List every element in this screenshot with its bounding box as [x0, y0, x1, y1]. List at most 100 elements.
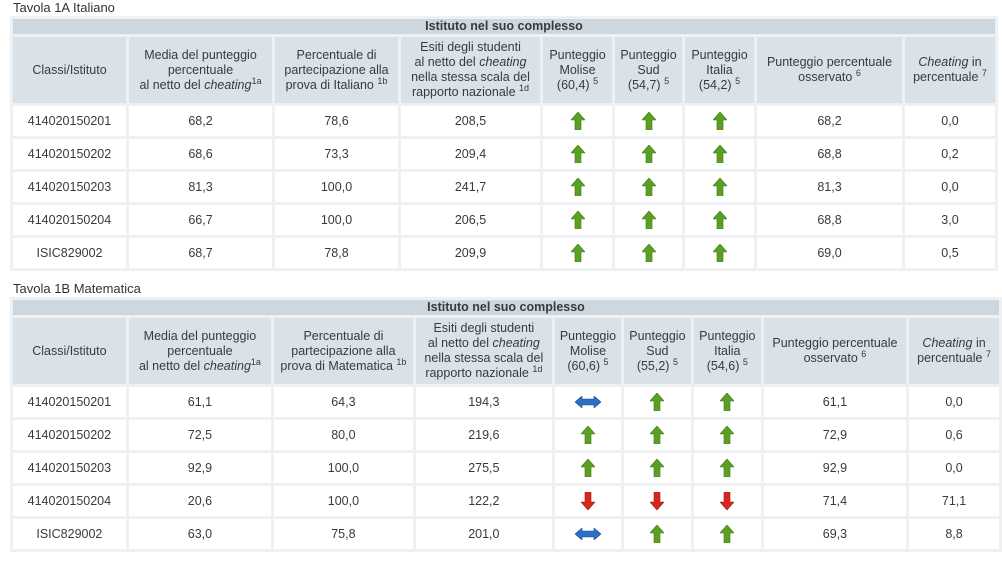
table-row: ISIC829002 63,0 75,8 201,0 69,3 8,8: [13, 519, 999, 549]
cell-osservato: 72,9: [763, 420, 907, 450]
cell-partecipazione: 78,6: [275, 106, 398, 136]
col-header-cheating: Cheating in percentuale 7: [905, 37, 995, 103]
cell-media: 92,9: [128, 453, 272, 483]
arrow-up-green-icon: [685, 205, 754, 235]
cell-classe: 414020150203: [13, 453, 126, 483]
cell-osservato: 92,9: [763, 453, 907, 483]
table-row: 414020150201 68,2 78,6 208,5 68,2 0,0: [13, 106, 995, 136]
cell-esiti: 209,4: [401, 139, 540, 169]
arrow-up-green-icon: [693, 519, 761, 549]
cell-osservato: 61,1: [763, 387, 907, 417]
cell-partecipazione: 80,0: [274, 420, 413, 450]
cell-esiti: 241,7: [401, 172, 540, 202]
col-header-esiti: Esiti degli studenti al netto del cheati…: [415, 318, 553, 384]
cell-partecipazione: 100,0: [275, 205, 398, 235]
cell-partecipazione: 100,0: [274, 486, 413, 516]
cell-classe: 414020150204: [13, 486, 126, 516]
cell-partecipazione: 75,8: [274, 519, 413, 549]
col-header-sud: Punteggio Sud (55,2) 5: [623, 318, 691, 384]
table-row: ISIC829002 68,7 78,8 209,9 69,0 0,5: [13, 238, 995, 268]
arrow-left-right-blue-icon: [555, 519, 621, 549]
cell-esiti: 219,6: [415, 420, 553, 450]
banner-header: Istituto nel suo complesso: [13, 300, 999, 315]
cell-classe: 414020150201: [13, 387, 126, 417]
report-page: Tavola 1A Italiano Istituto nel suo comp…: [10, 0, 1002, 552]
col-header-molise: Punteggio Molise (60,6) 5: [555, 318, 621, 384]
arrow-down-red-icon: [693, 486, 761, 516]
cell-classe: ISIC829002: [13, 519, 126, 549]
arrow-up-green-icon: [543, 205, 612, 235]
cell-osservato: 71,4: [763, 486, 907, 516]
cell-cheating: 0,6: [909, 420, 999, 450]
col-header-italia: Punteggio Italia (54,2) 5: [685, 37, 754, 103]
cell-osservato: 69,3: [763, 519, 907, 549]
arrow-up-green-icon: [693, 387, 761, 417]
col-header-cheating: Cheating in percentuale 7: [909, 318, 999, 384]
arrow-down-red-icon: [623, 486, 691, 516]
arrow-up-green-icon: [615, 172, 682, 202]
col-header-media: Media del punteggio percentuale al netto…: [129, 37, 272, 103]
arrow-up-green-icon: [615, 205, 682, 235]
cell-esiti: 201,0: [415, 519, 553, 549]
results-table-matematica: Istituto nel suo complesso Classi/Istitu…: [10, 297, 1002, 552]
cell-esiti: 208,5: [401, 106, 540, 136]
table-body-italiano: 414020150201 68,2 78,6 208,5 68,2 0,0 41402015…: [13, 106, 995, 268]
cell-classe: 414020150204: [13, 205, 126, 235]
arrow-down-red-icon: [555, 486, 621, 516]
arrow-up-green-icon: [615, 139, 682, 169]
arrow-up-green-icon: [623, 453, 691, 483]
col-header-osservato: Punteggio percentuale osservato 6: [763, 318, 907, 384]
cell-media: 68,6: [129, 139, 272, 169]
col-header-classi: Classi/Istituto: [13, 37, 126, 103]
arrow-up-green-icon: [543, 238, 612, 268]
arrow-up-green-icon: [543, 106, 612, 136]
table-row: 414020150203 81,3 100,0 241,7 81,3 0,0: [13, 172, 995, 202]
cell-esiti: 194,3: [415, 387, 553, 417]
cell-partecipazione: 78,8: [275, 238, 398, 268]
cell-classe: 414020150203: [13, 172, 126, 202]
col-header-italia: Punteggio Italia (54,6) 5: [693, 318, 761, 384]
cell-esiti: 122,2: [415, 486, 553, 516]
cell-cheating: 0,0: [905, 172, 995, 202]
cell-esiti: 209,9: [401, 238, 540, 268]
arrow-up-green-icon: [685, 238, 754, 268]
arrow-up-green-icon: [615, 106, 682, 136]
table-title-italiano: Tavola 1A Italiano: [13, 0, 115, 15]
cell-cheating: 8,8: [909, 519, 999, 549]
cell-partecipazione: 100,0: [274, 453, 413, 483]
cell-classe: ISIC829002: [13, 238, 126, 268]
results-table-italiano: Istituto nel suo complesso Classi/Istitu…: [10, 16, 998, 271]
cell-osservato: 68,8: [757, 205, 902, 235]
cell-osservato: 68,8: [757, 139, 902, 169]
cell-media: 81,3: [129, 172, 272, 202]
col-header-molise: Punteggio Molise (60,4) 5: [543, 37, 612, 103]
cell-esiti: 275,5: [415, 453, 553, 483]
table-title-matematica: Tavola 1B Matematica: [13, 281, 141, 296]
cell-cheating: 71,1: [909, 486, 999, 516]
cell-classe: 414020150202: [13, 139, 126, 169]
cell-partecipazione: 64,3: [274, 387, 413, 417]
arrow-up-green-icon: [623, 420, 691, 450]
col-header-osservato: Punteggio percentuale osservato 6: [757, 37, 902, 103]
arrow-up-green-icon: [693, 453, 761, 483]
table-row: 414020150203 92,9 100,0 275,5 92,9 0,0: [13, 453, 999, 483]
cell-osservato: 68,2: [757, 106, 902, 136]
cell-media: 72,5: [128, 420, 272, 450]
cell-osservato: 81,3: [757, 172, 902, 202]
col-header-classi: Classi/Istituto: [13, 318, 126, 384]
arrow-up-green-icon: [693, 420, 761, 450]
arrow-up-green-icon: [555, 453, 621, 483]
table-body-matematica: 414020150201 61,1 64,3 194,3 61,1 0,0 41402015…: [13, 387, 999, 549]
col-header-partecipazione: Percentuale di partecipazione alla prova…: [274, 318, 413, 384]
cell-media: 61,1: [128, 387, 272, 417]
banner-header: Istituto nel suo complesso: [13, 19, 995, 34]
arrow-up-green-icon: [555, 420, 621, 450]
cell-cheating: 0,5: [905, 238, 995, 268]
cell-esiti: 206,5: [401, 205, 540, 235]
cell-cheating: 3,0: [905, 205, 995, 235]
cell-cheating: 0,0: [909, 387, 999, 417]
cell-partecipazione: 73,3: [275, 139, 398, 169]
cell-media: 63,0: [128, 519, 272, 549]
arrow-up-green-icon: [685, 106, 754, 136]
arrow-left-right-blue-icon: [555, 387, 621, 417]
